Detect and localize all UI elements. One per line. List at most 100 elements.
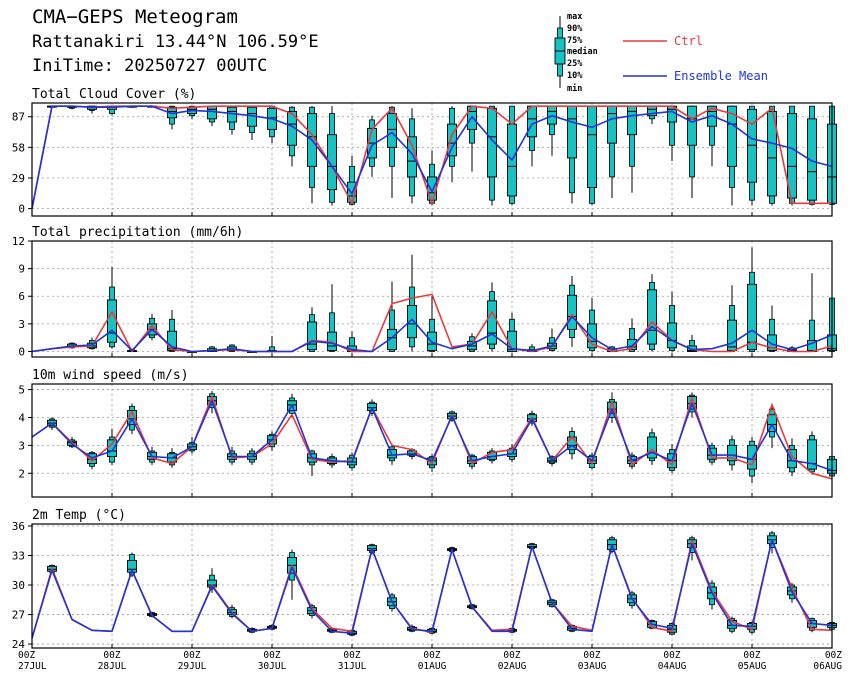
- box-inner: [767, 414, 777, 432]
- box-inner: [667, 322, 677, 349]
- legend-ctrl-label: Ctrl: [674, 34, 703, 48]
- x-tick-label-date: 01AUG: [418, 661, 447, 672]
- box-28: [587, 298, 597, 352]
- legend-box-label: median: [567, 46, 598, 57]
- box-inner: [387, 113, 397, 148]
- y-tick-label: 3: [18, 318, 25, 331]
- box-36: [747, 247, 757, 352]
- panel-1: Total precipitation (mm/6h) 0 3 6 9 12: [12, 225, 837, 358]
- box-inner: [727, 105, 737, 167]
- y-tick-label: 36: [12, 520, 25, 533]
- box-25: [527, 105, 537, 167]
- y-tick-label: 3: [18, 439, 25, 452]
- x-tick-label-hour: 00Z: [825, 650, 842, 661]
- box-35: [727, 105, 737, 206]
- y-tick-label: 24: [12, 638, 26, 651]
- box-19: [407, 108, 417, 204]
- box-32: [667, 291, 677, 352]
- x-tick-label-hour: 00Z: [18, 650, 35, 661]
- y-tick-label: 4: [18, 411, 25, 424]
- box-10: [227, 105, 237, 135]
- ctrl-line: [31, 395, 833, 480]
- box-inner: [787, 449, 797, 469]
- box-inner: [747, 108, 757, 183]
- box-26: [547, 105, 557, 156]
- y-tick-label: 9: [18, 263, 25, 276]
- box-39: [807, 431, 817, 475]
- y-tick-label: 29: [12, 172, 25, 185]
- box-18: [387, 281, 397, 352]
- box-inner: [627, 339, 637, 351]
- box-13: [287, 106, 297, 167]
- panel-title: Total precipitation (mm/6h): [32, 225, 243, 240]
- box-4: [107, 266, 117, 349]
- x-tick-label-date: 30JUL: [258, 661, 287, 672]
- x-tick-label-date: 05AUG: [738, 661, 767, 672]
- x-tick-label-hour: 00Z: [343, 650, 360, 661]
- box-inner: [647, 436, 657, 459]
- box-12: [267, 105, 277, 144]
- panel-title: 10m wind speed (m/s): [32, 368, 189, 383]
- box-inner: [587, 323, 597, 349]
- box-12: [267, 335, 277, 353]
- box-inner: [487, 300, 497, 345]
- box-inner: [387, 328, 397, 351]
- box-32: [667, 105, 677, 162]
- box-37: [767, 105, 777, 206]
- box-11: [247, 105, 257, 140]
- x-tick-label-date: 06AUG: [813, 661, 842, 672]
- box-inner: [687, 105, 697, 146]
- box-39: [807, 105, 817, 206]
- box-inner: [747, 444, 757, 470]
- y-tick-label: 58: [12, 141, 25, 154]
- box-inner: [807, 118, 817, 201]
- box-inner: [727, 319, 737, 352]
- box-15: [327, 284, 337, 352]
- legend: max 90% 75%median 25% 10% min Ctrl Ensemble Mea…: [554, 12, 768, 94]
- box-19: [407, 254, 417, 352]
- box-9: [207, 105, 217, 127]
- box-14: [307, 106, 317, 204]
- x-tick-label-hour: 00Z: [183, 650, 200, 661]
- box-18: [387, 106, 397, 199]
- legend-box-label: 25%: [567, 59, 583, 69]
- x-tick-label-hour: 00Z: [663, 650, 680, 661]
- box-inner: [427, 176, 437, 201]
- x-tick-label-hour: 00Z: [263, 650, 280, 661]
- box-inner: [727, 444, 737, 462]
- box-inner: [307, 321, 317, 351]
- legend-box-label: 75%: [567, 36, 583, 46]
- ctrl-line: [31, 105, 832, 209]
- box-inner: [167, 330, 177, 352]
- y-tick-label: 0: [18, 203, 25, 216]
- x-tick-label-date: 29JUL: [178, 661, 207, 672]
- box-inner: [107, 439, 117, 457]
- box-27: [567, 275, 577, 347]
- y-tick-label: 12: [12, 235, 25, 248]
- box-inner: [767, 334, 777, 352]
- box-inner: [627, 105, 637, 136]
- box-inner: [107, 299, 117, 343]
- legend-box-label: min: [567, 83, 582, 94]
- x-tick-label-hour: 00Z: [743, 650, 760, 661]
- box-39: [807, 273, 817, 352]
- box-inner: [127, 410, 137, 425]
- ensemble-mean-line: [31, 105, 833, 209]
- legend-box-label: 10%: [567, 71, 583, 81]
- box-inner: [407, 304, 417, 339]
- box-5: [127, 552, 137, 578]
- box-20: [427, 150, 437, 206]
- box-14: [307, 307, 317, 352]
- box-23: [487, 282, 497, 352]
- x-tick-label-hour: 00Z: [583, 650, 600, 661]
- box-inner: [567, 294, 577, 330]
- ensemble-mean-line: [31, 315, 833, 353]
- box-35: [727, 435, 737, 471]
- panel-0: Total Cloud Cover (%) 0 29 58 87: [12, 87, 837, 217]
- box-inner: [567, 105, 577, 159]
- y-tick-label: 87: [12, 111, 25, 124]
- x-tick-label-hour: 00Z: [423, 650, 440, 661]
- box-28: [587, 105, 597, 206]
- y-tick-label: 33: [12, 549, 25, 562]
- box-inner: [527, 105, 537, 138]
